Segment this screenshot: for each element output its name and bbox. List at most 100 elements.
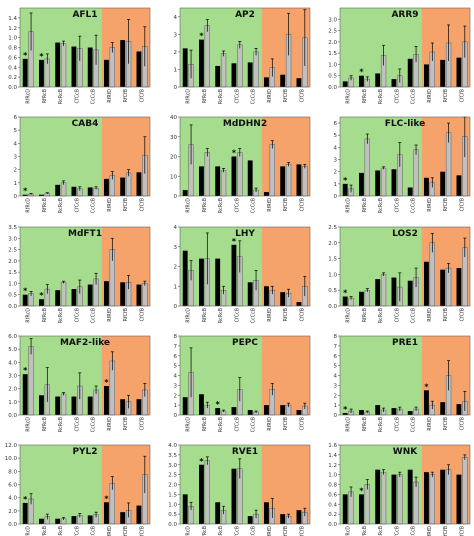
x-tick-label: RfRcB bbox=[42, 417, 48, 431]
y-tick-label: 3.5 bbox=[168, 453, 177, 459]
plot-frame bbox=[339, 226, 471, 307]
plot-frame bbox=[339, 7, 471, 88]
bar-series1 bbox=[215, 166, 221, 196]
chart-title: WNK bbox=[393, 447, 418, 457]
plot-frame bbox=[19, 226, 151, 307]
bar-series1 bbox=[440, 269, 446, 306]
significance-mark: * bbox=[23, 495, 28, 504]
y-tick-label: 5 bbox=[334, 133, 338, 139]
plot-background-orange bbox=[261, 445, 310, 524]
bar-series1 bbox=[22, 502, 28, 524]
x-tick-label: CfCcB bbox=[74, 417, 80, 431]
significance-mark: * bbox=[343, 289, 348, 298]
bar-series1 bbox=[296, 164, 302, 196]
y-tick-label: 1.2 bbox=[8, 26, 17, 32]
x-tick-label: RcRcB bbox=[218, 417, 224, 432]
bar-series1 bbox=[87, 187, 93, 196]
bar-series2 bbox=[269, 144, 275, 197]
x-tick-label: RfCfB bbox=[283, 89, 289, 102]
plot-background-orange bbox=[421, 227, 470, 306]
plot-background-green bbox=[340, 8, 422, 87]
bar-series1 bbox=[87, 396, 93, 415]
x-tick-label: RfRcD bbox=[346, 198, 352, 213]
x-tick-label: RfRcD bbox=[26, 526, 32, 536]
y-tick-label: 3 bbox=[174, 32, 178, 38]
x-tick-label: RfRfD bbox=[107, 198, 113, 212]
y-tick-label: 1 bbox=[334, 403, 338, 409]
y-tick-label: 3.0 bbox=[168, 463, 177, 469]
bar-series1 bbox=[136, 172, 142, 196]
bar-series2 bbox=[220, 170, 227, 197]
bar-series1 bbox=[199, 394, 204, 415]
y-tick-label: 1.0 bbox=[328, 272, 337, 278]
chart-panel-3: CAB4 0 1 2 3 4 5 6 * RfRcD RfRcB RcRcB CfCcB CcCcB RfR… bbox=[14, 115, 151, 213]
bar-series1 bbox=[342, 183, 348, 196]
x-tick-label: RfRcB bbox=[42, 198, 48, 212]
y-tick-label: 2.5 bbox=[328, 29, 337, 35]
x-tick-label: CfCfB bbox=[299, 308, 305, 321]
x-tick-label: RfRcB bbox=[362, 198, 368, 212]
bar-series1 bbox=[231, 244, 237, 306]
y-tick-label: 6 bbox=[334, 121, 338, 127]
bar-series2 bbox=[429, 474, 435, 525]
bar-series1 bbox=[231, 468, 237, 524]
y-tick-label: 1.2 bbox=[328, 463, 337, 469]
x-tick-label: RfRcD bbox=[26, 198, 32, 213]
x-tick-label: CcCcB bbox=[411, 89, 417, 104]
bar-series2 bbox=[462, 457, 468, 525]
y-tick-label: 2.5 bbox=[328, 225, 337, 231]
x-tick-label: RfRcD bbox=[186, 198, 192, 213]
x-tick-label: RcRcB bbox=[378, 89, 384, 104]
x-tick-label: CfCcB bbox=[74, 526, 80, 536]
y-tick-label: 0.4 bbox=[8, 65, 17, 71]
y-tick-label: 0 bbox=[14, 194, 18, 200]
bar-series2 bbox=[109, 47, 115, 88]
plot-frame bbox=[339, 116, 471, 197]
bar-series1 bbox=[280, 405, 286, 415]
y-tick-label: 3 bbox=[174, 245, 178, 251]
bar-series1 bbox=[215, 65, 221, 87]
bar-series1 bbox=[440, 171, 446, 196]
bar-series2 bbox=[60, 43, 67, 88]
y-tick-label: 1.5 bbox=[168, 492, 177, 498]
bar-series2 bbox=[380, 274, 387, 307]
bar-series1 bbox=[199, 39, 204, 87]
plot-background-orange bbox=[421, 445, 470, 524]
bar-series1 bbox=[391, 474, 397, 524]
bar-series2 bbox=[220, 53, 227, 88]
y-tick-label: 3 bbox=[14, 155, 18, 161]
chart-panel-6: MdFT1 0.0 0.5 1.0 1.5 2.0 2.5 3.0 3.5 * RfRcD * RfRc… bbox=[8, 225, 151, 323]
y-tick-label: 0.6 bbox=[328, 492, 337, 498]
y-tick-label: 3.5 bbox=[8, 225, 17, 231]
x-tick-label: CcCcB bbox=[411, 417, 417, 432]
plot-frame bbox=[19, 7, 151, 88]
y-tick-label: 0.0 bbox=[328, 522, 337, 528]
y-tick-label: 4 bbox=[174, 374, 178, 380]
bar-series1 bbox=[264, 286, 269, 306]
y-tick-label: 3 bbox=[174, 383, 178, 389]
bar-series1 bbox=[120, 282, 126, 306]
x-tick-label: RfRcD bbox=[346, 89, 352, 104]
bar-series2 bbox=[237, 44, 243, 88]
x-tick-label: RfRcB bbox=[202, 308, 208, 322]
significance-mark: * bbox=[23, 51, 28, 60]
bar-series2 bbox=[364, 290, 370, 307]
y-tick-label: 0 bbox=[174, 85, 178, 91]
x-tick-label: CfCcB bbox=[394, 89, 400, 103]
bar-series1 bbox=[104, 178, 109, 196]
x-tick-label: RcRcB bbox=[378, 198, 384, 213]
significance-mark: * bbox=[23, 366, 28, 375]
bar-series1 bbox=[264, 502, 269, 524]
bar-series1 bbox=[182, 190, 188, 196]
x-tick-label: RfRfD bbox=[107, 89, 113, 103]
y-tick-label: 1.0 bbox=[328, 62, 337, 68]
bar-series1 bbox=[456, 175, 462, 196]
x-tick-label: CfCcB bbox=[74, 89, 80, 103]
x-tick-label: RfRcB bbox=[42, 308, 48, 322]
bar-series1 bbox=[87, 515, 93, 524]
x-tick-label: RfCfB bbox=[123, 417, 129, 430]
chart-title: LHY bbox=[235, 229, 255, 239]
x-tick-label: CcCcB bbox=[91, 417, 97, 432]
bar-series1 bbox=[407, 58, 413, 87]
plot-background-green bbox=[20, 227, 102, 306]
